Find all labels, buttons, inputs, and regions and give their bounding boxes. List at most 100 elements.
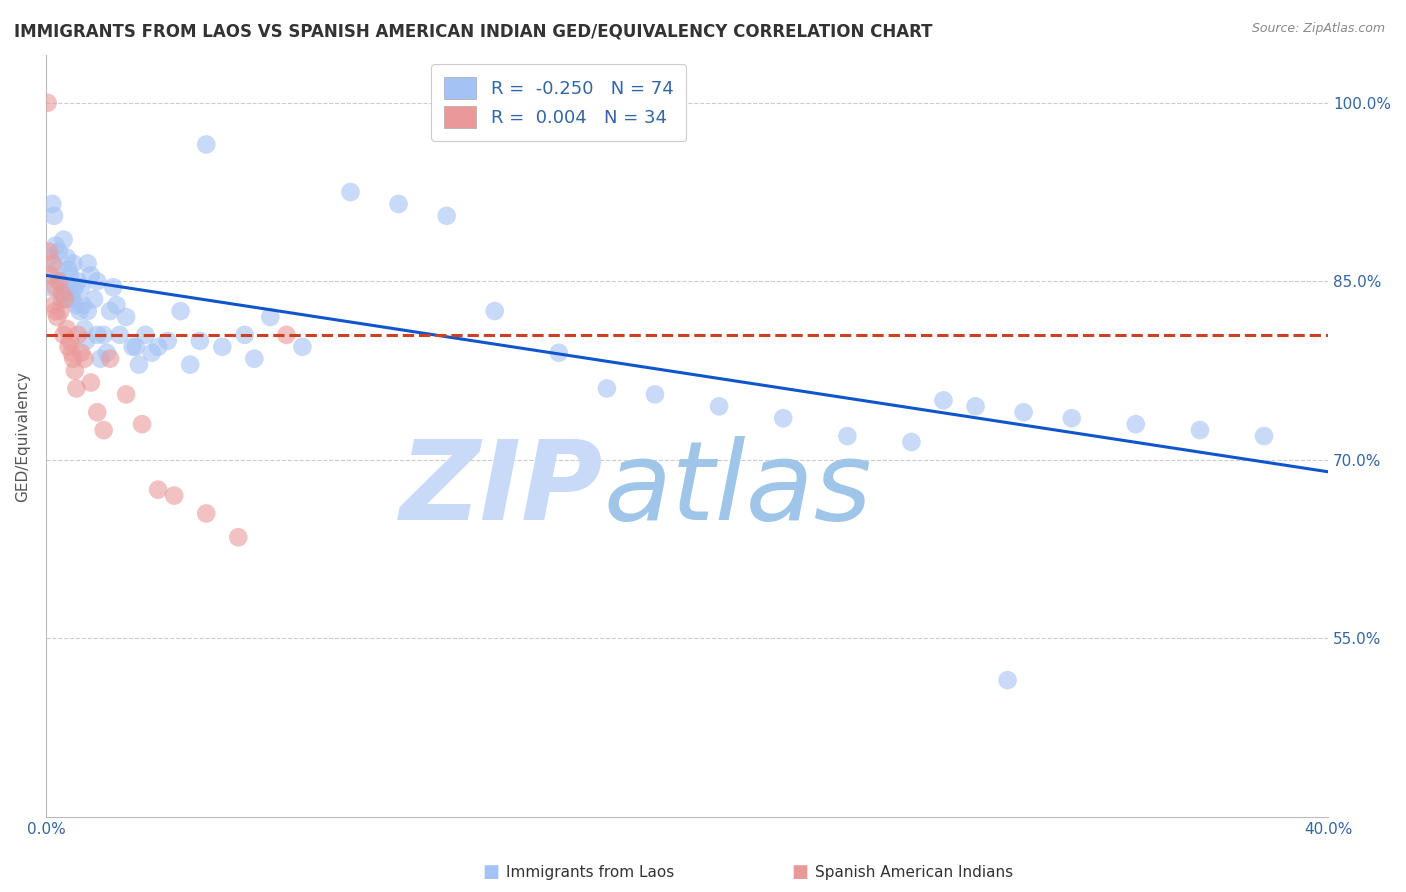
Point: [233, 327, 256, 342]
Point: [146, 340, 169, 354]
Point: [96, 345, 118, 359]
Point: [62, 351, 84, 366]
Point: [51, 292, 73, 306]
Point: [41, 256, 63, 270]
Point: [59, 268, 82, 283]
Point: [128, 358, 150, 372]
Point: [76, 256, 98, 270]
Point: [226, 530, 249, 544]
Point: [596, 381, 619, 395]
Point: [56, 251, 79, 265]
Point: [169, 304, 191, 318]
Point: [53, 292, 76, 306]
Point: [156, 334, 179, 348]
Point: [62, 256, 84, 270]
Point: [58, 340, 80, 354]
Point: [1060, 411, 1083, 425]
Point: [46, 310, 69, 324]
Point: [72, 298, 94, 312]
Point: [1125, 417, 1147, 432]
Point: [86, 327, 108, 342]
Point: [39, 268, 62, 283]
Point: [997, 673, 1019, 687]
Point: [73, 322, 96, 336]
Text: atlas: atlas: [603, 436, 872, 543]
Point: [93, 423, 115, 437]
Point: [63, 363, 86, 377]
Point: [211, 340, 233, 354]
Point: [42, 209, 65, 223]
Point: [39, 280, 62, 294]
Point: [179, 358, 201, 372]
Text: IMMIGRANTS FROM LAOS VS SPANISH AMERICAN INDIAN GED/EQUIVALENCY CORRELATION CHAR: IMMIGRANTS FROM LAOS VS SPANISH AMERICAN…: [14, 22, 932, 40]
Point: [131, 417, 153, 432]
Point: [73, 351, 96, 366]
Point: [49, 274, 72, 288]
Point: [56, 322, 79, 336]
Point: [900, 435, 922, 450]
Point: [195, 507, 218, 521]
Point: [89, 351, 111, 366]
Point: [243, 351, 266, 366]
Point: [547, 345, 569, 359]
Point: [69, 304, 91, 318]
Point: [58, 262, 80, 277]
Point: [76, 304, 98, 318]
Text: Spanish American Indians: Spanish American Indians: [815, 865, 1014, 880]
Point: [291, 340, 314, 354]
Point: [60, 345, 83, 359]
Point: [436, 209, 458, 223]
Point: [80, 376, 103, 390]
Point: [45, 304, 67, 318]
Point: [70, 280, 93, 294]
Point: [48, 274, 70, 288]
Y-axis label: GED/Equivalency: GED/Equivalency: [15, 371, 30, 501]
Point: [772, 411, 794, 425]
Point: [65, 381, 87, 395]
Point: [1253, 429, 1275, 443]
Point: [66, 327, 89, 342]
Point: [52, 327, 75, 342]
Point: [195, 137, 218, 152]
Point: [45, 238, 67, 252]
Point: [86, 405, 108, 419]
Point: [1188, 423, 1211, 437]
Point: [484, 304, 506, 318]
Text: Source: ZipAtlas.com: Source: ZipAtlas.com: [1251, 22, 1385, 36]
Point: [70, 345, 93, 359]
Point: [48, 244, 70, 259]
Point: [965, 400, 987, 414]
Point: [98, 351, 121, 366]
Point: [51, 286, 73, 301]
Point: [121, 340, 143, 354]
Point: [49, 304, 72, 318]
Point: [52, 233, 75, 247]
Point: [63, 280, 86, 294]
Point: [188, 334, 211, 348]
Point: [276, 327, 298, 342]
Text: ■: ■: [792, 863, 808, 881]
Point: [115, 387, 138, 401]
Legend: R =  -0.250   N = 74, R =  0.004   N = 34: R = -0.250 N = 74, R = 0.004 N = 34: [432, 64, 686, 141]
Point: [66, 274, 89, 288]
Point: [75, 334, 97, 348]
Point: [80, 268, 103, 283]
Point: [37, 95, 59, 110]
Point: [98, 304, 121, 318]
Point: [115, 310, 138, 324]
Text: ZIP: ZIP: [401, 436, 603, 543]
Point: [339, 185, 361, 199]
Point: [38, 251, 60, 265]
Point: [60, 292, 83, 306]
Point: [41, 197, 63, 211]
Point: [65, 298, 87, 312]
Point: [103, 280, 125, 294]
Text: Immigrants from Laos: Immigrants from Laos: [506, 865, 675, 880]
Point: [1012, 405, 1035, 419]
Point: [932, 393, 955, 408]
Point: [46, 262, 69, 277]
Point: [134, 327, 156, 342]
Point: [259, 310, 281, 324]
Point: [42, 298, 65, 312]
Point: [38, 244, 60, 259]
